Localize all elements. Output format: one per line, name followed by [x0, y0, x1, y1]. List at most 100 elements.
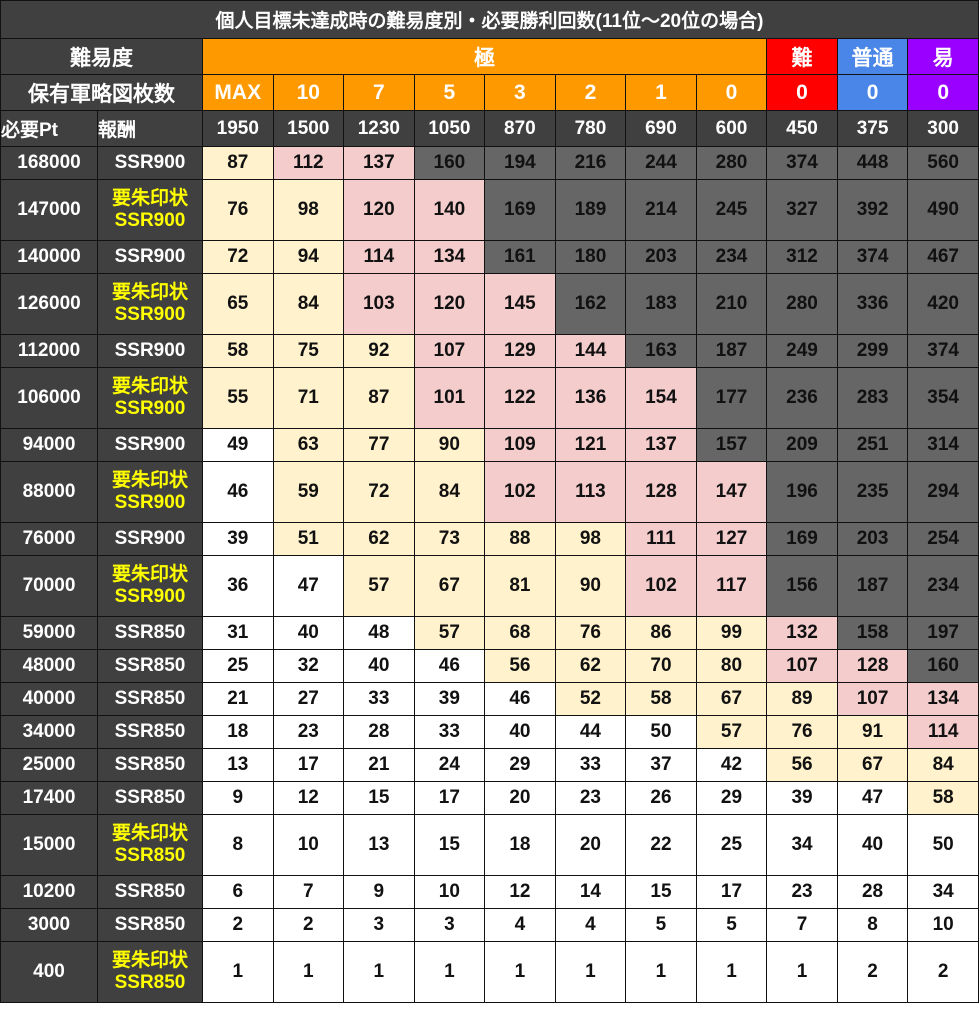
wins-cell: 157: [695, 428, 768, 462]
required-pt-cell: 59000: [0, 616, 98, 650]
wins-cell: 137: [343, 146, 415, 180]
wins-cell: 28: [343, 715, 415, 749]
wins-cell: 560: [907, 146, 979, 180]
seal-required-label: 要朱印状: [111, 282, 188, 303]
wins-cell: 1: [766, 941, 838, 1003]
wins-cell: 33: [413, 715, 486, 749]
wins-cell: 44: [554, 715, 627, 749]
map-count-cell: 0: [836, 74, 909, 111]
wins-cell: 12: [272, 781, 345, 815]
wins-cell: 48: [343, 616, 415, 650]
wins-cell: 21: [343, 748, 415, 782]
wins-cell: 120: [413, 273, 486, 335]
wins-cell: 6: [202, 875, 274, 909]
wins-cell: 39: [413, 682, 486, 716]
wins-cell: 47: [272, 555, 345, 617]
wins-cell: 117: [695, 555, 768, 617]
seal-required-label: 要朱印状: [111, 470, 188, 491]
wins-cell: 161: [484, 240, 556, 274]
reward-cell: SSR850: [97, 875, 203, 909]
reward-cell: SSR850: [97, 715, 203, 749]
required-wins-table: 個人目標未達成時の難易度別・必要勝利回数(11位〜20位の場合) 難易度 極 難…: [0, 0, 979, 1003]
wins-cell: 76: [202, 179, 274, 241]
wins-cell: 128: [625, 461, 697, 523]
wins-cell: 98: [554, 522, 627, 556]
difficulty-normal: 普通: [836, 38, 909, 75]
wins-cell: 128: [836, 649, 909, 683]
required-pt-cell: 147000: [0, 179, 98, 241]
wins-cell: 58: [202, 334, 274, 368]
reward-cell: 要朱印状 SSR900: [97, 367, 203, 429]
table-title: 個人目標未達成時の難易度別・必要勝利回数(11位〜20位の場合): [0, 0, 979, 39]
reward-text: SSR900: [114, 398, 186, 419]
wins-cell: 21: [202, 682, 274, 716]
wins-cell: 40: [272, 616, 345, 650]
table-row: 400 要朱印状 SSR850 1 1 1 1 1 1 1 1 1 2 2: [0, 941, 979, 1003]
required-pt-cell: 76000: [0, 522, 98, 556]
difficulty-hard: 難: [766, 38, 838, 75]
required-pt-cell: 10200: [0, 875, 98, 909]
wins-cell: 13: [202, 748, 274, 782]
reward-cell: 要朱印状 SSR900: [97, 461, 203, 523]
wins-cell: 280: [766, 273, 838, 335]
map-count-cell: 5: [413, 74, 486, 111]
required-pt-cell: 168000: [0, 146, 98, 180]
required-pt-cell: 17400: [0, 781, 98, 815]
wins-cell: 1: [343, 941, 415, 1003]
wins-cell: 84: [907, 748, 979, 782]
wins-cell: 65: [202, 273, 274, 335]
wins-cell: 111: [625, 522, 697, 556]
wins-cell: 216: [554, 146, 627, 180]
wins-cell: 158: [836, 616, 909, 650]
wins-cell: 420: [907, 273, 979, 335]
points-per-win-cell: 1050: [413, 110, 486, 147]
wins-cell: 2: [836, 941, 909, 1003]
wins-cell: 68: [484, 616, 556, 650]
wins-cell: 73: [413, 522, 486, 556]
wins-cell: 84: [272, 273, 345, 335]
required-pt-cell: 34000: [0, 715, 98, 749]
wins-cell: 154: [625, 367, 697, 429]
points-per-win-cell: 870: [484, 110, 556, 147]
table-row: 70000 要朱印状 SSR900 36 47 57 67 81 90 102 117 156 187 2…: [0, 555, 979, 617]
wins-cell: 120: [343, 179, 415, 241]
wins-cell: 4: [484, 908, 556, 942]
wins-cell: 2: [907, 941, 979, 1003]
wins-cell: 46: [413, 649, 486, 683]
wins-cell: 4: [554, 908, 627, 942]
wins-cell: 197: [907, 616, 979, 650]
table-row: 140000 SSR900 72 94 114 134 161 180 203 234 312 374…: [0, 240, 979, 274]
wins-cell: 5: [695, 908, 768, 942]
wins-cell: 137: [625, 428, 697, 462]
wins-cell: 109: [484, 428, 556, 462]
wins-cell: 37: [625, 748, 697, 782]
reward-cell: SSR900: [97, 522, 203, 556]
wins-cell: 32: [272, 649, 345, 683]
wins-cell: 107: [413, 334, 486, 368]
wins-cell: 122: [484, 367, 556, 429]
wins-cell: 20: [554, 814, 627, 876]
wins-cell: 18: [202, 715, 274, 749]
wins-cell: 15: [343, 781, 415, 815]
points-per-win-cell: 375: [836, 110, 909, 147]
table-row: 17400 SSR850 9 12 15 17 20 23 26 29 39 47 58: [0, 781, 979, 815]
wins-cell: 99: [695, 616, 768, 650]
wins-cell: 51: [272, 522, 345, 556]
wins-cell: 15: [413, 814, 486, 876]
wins-cell: 1: [554, 941, 627, 1003]
table-row: 94000 SSR900 49 63 77 90 109 121 137 157 209 251 314: [0, 428, 979, 462]
points-per-win-cell: 690: [625, 110, 697, 147]
wins-cell: 58: [625, 682, 697, 716]
wins-cell: 12: [484, 875, 556, 909]
reward-cell: SSR900: [97, 334, 203, 368]
wins-cell: 10: [272, 814, 345, 876]
wins-cell: 22: [625, 814, 697, 876]
wins-cell: 244: [625, 146, 697, 180]
map-count-cell: 2: [554, 74, 627, 111]
required-pt-cell: 40000: [0, 682, 98, 716]
wins-cell: 23: [554, 781, 627, 815]
wins-cell: 327: [766, 179, 838, 241]
table-row: 3000 SSR850 2 2 3 3 4 4 5 5 7 8 10: [0, 908, 979, 942]
wins-cell: 136: [554, 367, 627, 429]
wins-cell: 113: [554, 461, 627, 523]
